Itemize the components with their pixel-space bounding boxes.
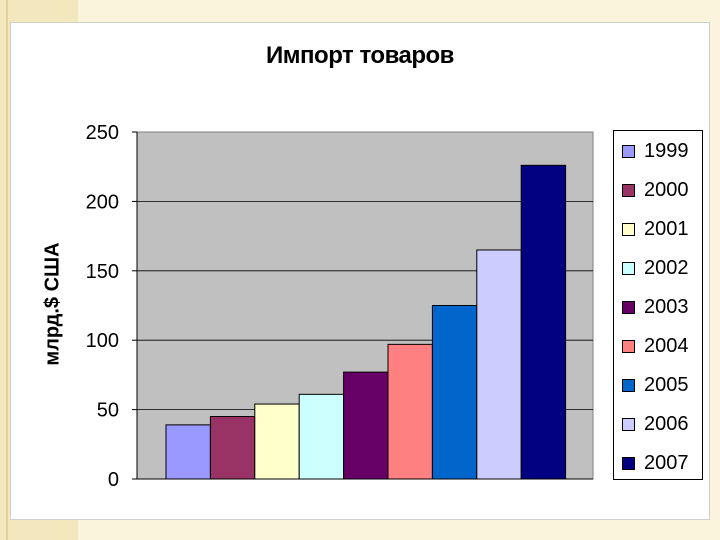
slide-edge-line: [6, 0, 8, 540]
legend-swatch: [622, 183, 635, 197]
legend-swatch: [622, 339, 635, 353]
legend-item: 2006: [622, 412, 689, 436]
legend-label: 2002: [644, 256, 689, 279]
bar-2003: [343, 371, 389, 480]
bar-2007: [520, 164, 567, 480]
y-tick-label: 0: [108, 469, 119, 491]
legend-swatch: [622, 300, 635, 314]
legend-swatch: [622, 222, 635, 236]
legend-label: 2007: [644, 451, 689, 474]
legend-label: 2001: [644, 217, 689, 240]
legend-swatch: [622, 144, 635, 158]
legend-item: 1999: [622, 139, 689, 163]
legend-item: 2007: [622, 451, 689, 475]
legend-label: 2000: [644, 178, 689, 201]
legend-label: 2004: [644, 334, 689, 357]
legend-label: 2003: [644, 295, 689, 318]
legend-item: 2004: [622, 334, 689, 358]
legend-item: 2000: [622, 178, 689, 202]
y-tick-label: 150: [86, 261, 119, 283]
legend-swatch: [622, 261, 635, 275]
legend-label: 1999: [644, 139, 689, 162]
legend-swatch: [622, 417, 635, 431]
legend-swatch: [622, 378, 635, 392]
legend-item: 2003: [622, 295, 689, 319]
legend-item: 2001: [622, 217, 689, 241]
bar-2000: [209, 416, 256, 480]
y-tick-label: 200: [86, 191, 119, 213]
legend-item: 2002: [622, 256, 689, 280]
bar-2005: [431, 305, 478, 480]
chart-title: Импорт товаров: [266, 42, 454, 69]
bar-2006: [476, 249, 522, 480]
bar-2001: [254, 403, 300, 480]
legend-label: 2005: [644, 373, 689, 396]
bar-2002: [298, 393, 345, 480]
bar-1999: [165, 424, 211, 480]
chart-legend: 1999 2000 2001 2002 2003 2004 2005 2006 2007: [613, 130, 703, 480]
y-tick-label: 50: [97, 400, 119, 422]
y-tick-label: 100: [86, 330, 119, 352]
y-tick-label: 250: [86, 122, 119, 144]
legend-item: 2005: [622, 373, 689, 397]
legend-swatch: [622, 456, 635, 470]
bar-2004: [387, 343, 433, 480]
legend-label: 2006: [644, 412, 689, 435]
